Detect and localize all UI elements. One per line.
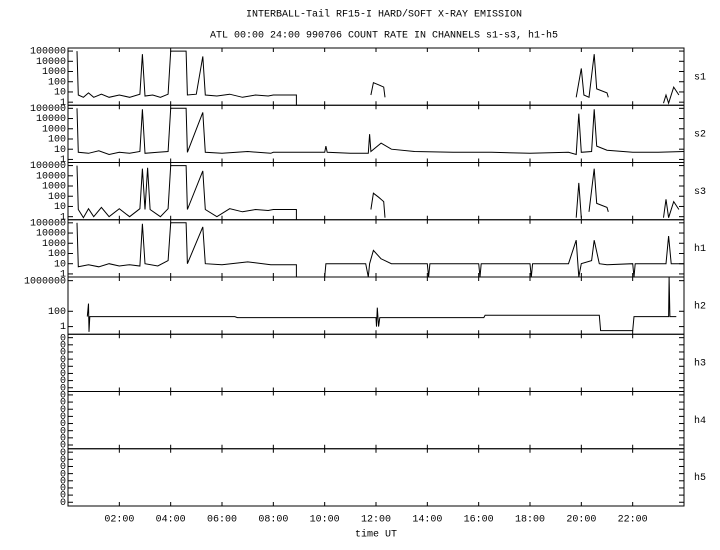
y-tick-label: 1000000: [24, 276, 66, 287]
y-tick-label: 0: [60, 419, 66, 430]
y-tick-label: 0: [60, 333, 66, 344]
y-tick-label: 10: [54, 259, 66, 270]
y-tick-label: 100: [48, 77, 66, 88]
data-line: [76, 107, 685, 156]
data-line: [76, 50, 297, 106]
data-line: [663, 85, 680, 105]
y-tick-label: 1000: [42, 239, 66, 250]
y-tick-label: 10000: [36, 229, 66, 240]
y-tick-label: 0: [60, 433, 66, 444]
data-line: [86, 276, 677, 332]
panel-frame: [67, 333, 685, 392]
data-line: [76, 165, 297, 220]
y-tick-label: 1: [60, 322, 66, 333]
y-tick-label: 0: [60, 462, 66, 473]
y-tick-label: 0: [60, 455, 66, 466]
panel-label: h2: [694, 300, 706, 312]
y-tick-label: 0: [60, 426, 66, 437]
panel-frame: [67, 104, 685, 163]
y-tick-label: 0: [60, 369, 66, 380]
data-line: [663, 199, 680, 218]
y-tick-label: 10000: [36, 171, 66, 182]
x-tick-label: 08:00: [258, 515, 288, 526]
y-tick-label: 100000: [30, 218, 66, 229]
y-tick-label: 100: [48, 192, 66, 203]
x-tick-label: 16:00: [464, 515, 494, 526]
panel-label: s3: [694, 187, 706, 198]
x-tick-label: 02:00: [104, 515, 134, 526]
panel-frame: [67, 219, 685, 278]
panel-label: s1: [694, 72, 706, 83]
y-tick-label: 0: [60, 340, 66, 351]
data-line: [575, 54, 609, 99]
x-tick-label: 12:00: [361, 515, 391, 526]
y-tick-label: 1: [60, 98, 66, 109]
chart-subtitle: ATL 00:00 24:00 990706 COUNT RATE IN CHA…: [210, 30, 558, 42]
y-tick-label: 0: [60, 376, 66, 387]
y-tick-label: 0: [60, 448, 66, 459]
y-tick-label: 1000: [42, 124, 66, 135]
data-line: [575, 182, 582, 218]
y-tick-label: 100: [48, 249, 66, 260]
panel-label: h5: [694, 472, 706, 484]
x-tick-label: 14:00: [412, 515, 442, 526]
panel-label: s2: [694, 130, 706, 141]
y-tick-label: 1000: [42, 182, 66, 193]
x-tick-label: 10:00: [310, 515, 340, 526]
y-tick-label: 100: [48, 135, 66, 146]
y-tick-label: 10: [54, 88, 66, 99]
y-tick-label: 0: [60, 441, 66, 452]
y-tick-label: 100000: [30, 47, 66, 58]
y-tick-label: 1: [60, 270, 66, 281]
y-tick-label: 100000: [30, 161, 66, 172]
y-tick-label: 0: [60, 398, 66, 409]
x-tick-label: 22:00: [618, 515, 648, 526]
y-tick-label: 0: [60, 484, 66, 495]
y-tick-label: 0: [60, 391, 66, 402]
data-line: [76, 222, 297, 277]
x-tick-label: 18:00: [515, 515, 545, 526]
y-tick-label: 0: [60, 362, 66, 373]
y-tick-label: 1: [60, 212, 66, 223]
x-axis-label: time UT: [355, 529, 397, 541]
panel-label: h4: [694, 415, 706, 427]
y-tick-label: 0: [60, 405, 66, 416]
panel-label: h1: [694, 243, 706, 255]
x-tick-label: 06:00: [207, 515, 237, 526]
y-tick-label: 10000: [36, 57, 66, 68]
panel-frame: [67, 448, 685, 507]
x-tick-label: 04:00: [156, 515, 186, 526]
y-tick-label: 10: [54, 202, 66, 213]
data-line: [324, 236, 684, 278]
y-tick-label: 1: [60, 155, 66, 166]
y-tick-label: 10: [54, 145, 66, 156]
panel-label: h3: [694, 358, 706, 370]
y-tick-label: 0: [60, 491, 66, 502]
y-tick-label: 0: [60, 469, 66, 480]
y-tick-label: 10000: [36, 114, 66, 125]
panel-frame: [67, 391, 685, 450]
x-tick-label: 20:00: [566, 515, 596, 526]
data-line: [370, 82, 386, 98]
y-tick-label: 100: [48, 307, 66, 318]
y-tick-label: 0: [60, 383, 66, 394]
y-tick-label: 0: [60, 348, 66, 359]
chart-title: INTERBALL-Tail RF15-I HARD/SOFT X-RAY EM…: [246, 9, 522, 21]
y-tick-label: 100000: [30, 104, 66, 115]
y-tick-label: 0: [60, 498, 66, 509]
data-line: [588, 168, 609, 212]
y-tick-label: 1000: [42, 67, 66, 78]
data-line: [370, 192, 386, 218]
y-tick-label: 0: [60, 412, 66, 423]
y-tick-label: 0: [60, 476, 66, 487]
y-tick-label: 0: [60, 355, 66, 366]
